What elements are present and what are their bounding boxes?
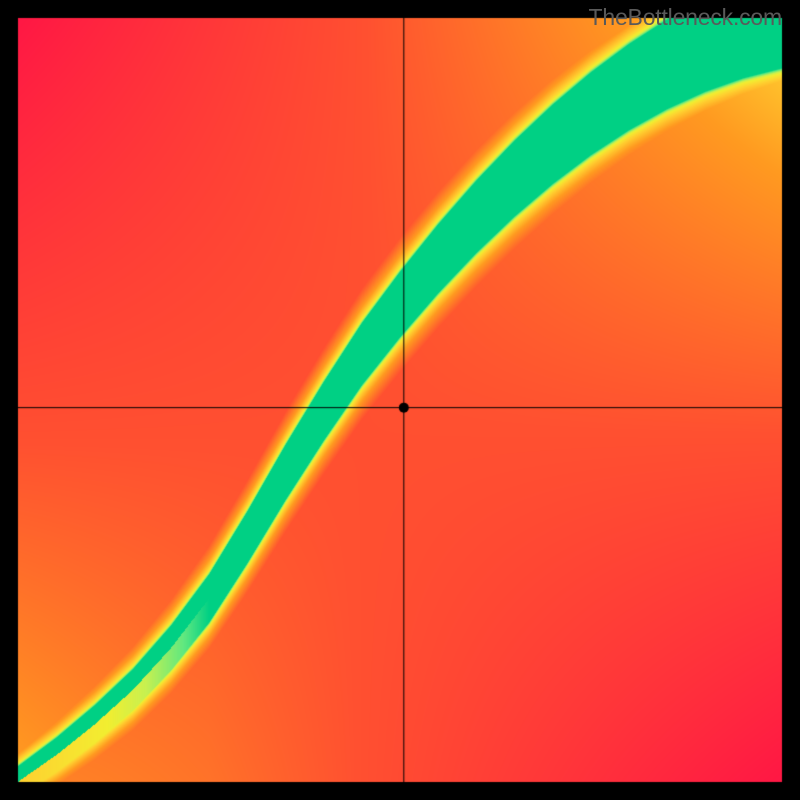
chart-container: TheBottleneck.com bbox=[0, 0, 800, 800]
watermark-text: TheBottleneck.com bbox=[589, 4, 782, 31]
heatmap-canvas bbox=[0, 0, 800, 800]
